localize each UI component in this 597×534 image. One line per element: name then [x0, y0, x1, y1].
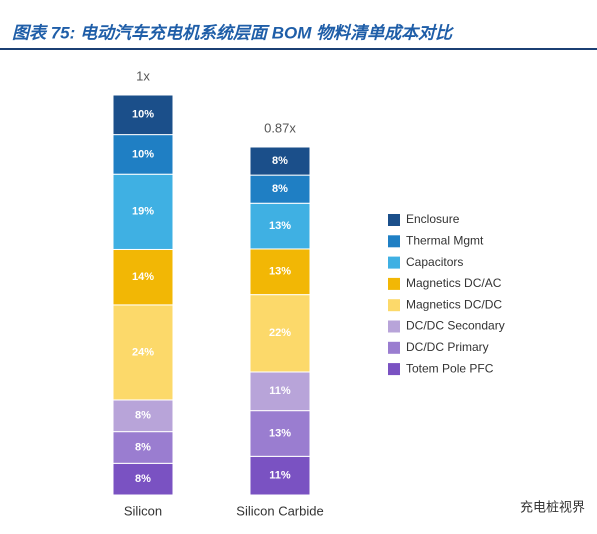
segment-label: 8%: [272, 183, 288, 195]
segment-label: 19%: [132, 206, 154, 218]
segment-label: 14%: [132, 271, 154, 283]
bar-segment: [112, 462, 174, 496]
bar-segment: [249, 146, 311, 176]
bar-segment: [112, 304, 174, 401]
segment-label: 11%: [269, 385, 291, 397]
segment-label: 22%: [269, 327, 291, 339]
bar-segment: [249, 371, 311, 412]
legend-swatch: [388, 320, 400, 333]
segment-label: 10%: [132, 148, 154, 160]
legend-swatch: [388, 299, 400, 312]
segment-label: 13%: [269, 427, 291, 439]
bar-segment: [112, 173, 174, 250]
segment-label: 13%: [269, 266, 291, 278]
legend-label: Capacitors: [406, 255, 463, 269]
bar-segment: [112, 94, 174, 136]
total-label: 0.87x: [264, 120, 296, 135]
bar-segment: [112, 248, 174, 306]
bar-segment: [249, 410, 311, 457]
legend-swatch: [388, 256, 400, 269]
segment-label: 8%: [135, 473, 151, 485]
x-tick-label: Silicon: [124, 503, 162, 518]
x-tick-label: Silicon Carbide: [236, 503, 323, 518]
legend-label: Magnetics DC/AC: [406, 276, 502, 290]
segment-label: 11%: [269, 470, 291, 482]
legend-swatch: [388, 277, 400, 290]
bar-segment: [249, 202, 311, 250]
bar-segment: [112, 134, 174, 175]
legend-label: Totem Pole PFC: [406, 361, 494, 375]
segment-label: 10%: [132, 109, 154, 121]
watermark: 充电桩视界: [520, 499, 585, 514]
segment-label: 13%: [269, 220, 291, 232]
legend-label: DC/DC Primary: [406, 340, 489, 354]
legend-swatch: [388, 235, 400, 248]
legend-label: DC/DC Secondary: [406, 319, 505, 333]
legend-swatch: [388, 363, 400, 376]
segment-label: 8%: [272, 155, 288, 167]
bar-segment: [249, 174, 311, 204]
bar-segment: [249, 294, 311, 373]
legend-swatch: [388, 214, 400, 226]
legend-swatch: [388, 341, 400, 354]
bar-segment: [112, 431, 174, 464]
legend-label: Enclosure: [406, 212, 460, 226]
segment-label: 24%: [132, 346, 154, 358]
bar-segment: [249, 455, 311, 496]
segment-label: 8%: [135, 410, 151, 422]
legend-label: Thermal Mgmt: [406, 233, 484, 247]
legend-label: Magnetics DC/DC: [406, 297, 502, 311]
chart-title: 图表 75: 电动汽车充电机系统层面 BOM 物料清单成本对比: [12, 23, 454, 42]
segment-label: 8%: [135, 441, 151, 453]
total-label: 1x: [136, 68, 150, 83]
bar-segment: [249, 248, 311, 296]
